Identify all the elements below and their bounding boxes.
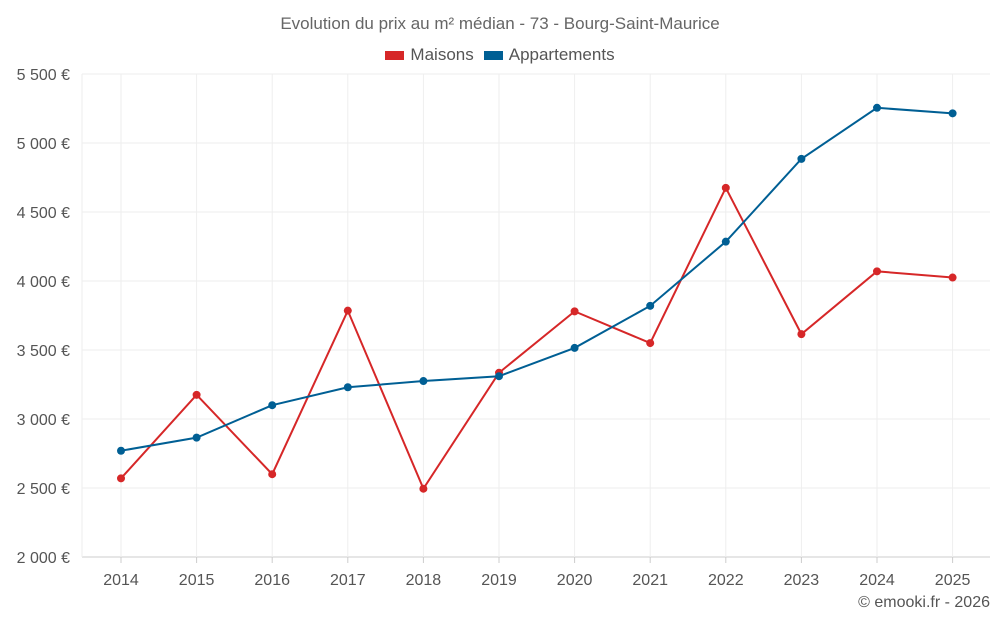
series-line-maisons: [120, 185, 953, 491]
x-tick-label: 2018: [406, 572, 442, 589]
x-tick-label: 2024: [859, 572, 895, 589]
data-point-appartements: [873, 103, 881, 112]
x-tick-label: 2021: [632, 572, 668, 589]
data-point-maisons: [117, 474, 125, 483]
data-point-maisons: [646, 339, 655, 348]
x-tick-label: 2014: [103, 572, 139, 589]
legend-swatch-appartements: [483, 50, 503, 60]
y-tick-label: 5 500 €: [17, 67, 70, 84]
gridlines: [81, 73, 990, 558]
data-point-maisons: [419, 484, 428, 493]
axes: 2 000 € 2 500 € 3 000 € 3 500 € 4 000 € 4 500…: [17, 67, 971, 589]
x-tick-label: 2017: [330, 572, 366, 589]
data-point-appartements: [268, 401, 277, 410]
data-point-appartements: [117, 446, 125, 455]
data-point-maisons: [570, 307, 579, 316]
data-point-maisons: [948, 273, 957, 282]
x-tick-label: 2016: [254, 572, 290, 589]
data-point-maisons: [873, 267, 881, 276]
y-tick-label: 4 000 €: [17, 274, 70, 291]
copyright-footer: © emooki.fr - 2026: [858, 594, 990, 611]
x-tick-label: 2015: [179, 572, 215, 589]
x-tick-label: 2025: [935, 572, 971, 589]
data-point-appartements: [721, 237, 730, 246]
y-tick-label: 3 500 €: [17, 343, 70, 360]
y-tick-label: 5 000 €: [17, 136, 70, 153]
x-tick-label: 2023: [784, 572, 820, 589]
data-point-appartements: [948, 109, 957, 118]
x-tick-label: 2020: [557, 572, 593, 589]
y-tick-label: 3 000 €: [17, 412, 70, 429]
data-point-appartements: [192, 433, 201, 442]
chart-title: Evolution du prix au m² médian - 73 - Bo…: [280, 14, 720, 33]
y-tick-label: 2 500 €: [17, 481, 70, 498]
data-point-appartements: [495, 372, 503, 381]
data-point-appartements: [646, 301, 655, 310]
data-point-maisons: [343, 306, 352, 315]
legend-item-appartements[interactable]: Appartements: [483, 45, 615, 65]
data-point-appartements: [570, 343, 579, 352]
y-tick-label: 2 000 €: [17, 550, 70, 567]
legend: Maisons Appartements: [0, 45, 1000, 65]
data-point-appartements: [343, 383, 352, 392]
legend-swatch-maisons: [385, 50, 405, 60]
data-point-maisons: [268, 470, 277, 479]
legend-label-maisons: Maisons: [410, 45, 474, 64]
data-point-maisons: [797, 330, 806, 339]
series-line-appartements: [120, 106, 953, 452]
data-point-appartements: [419, 377, 428, 386]
legend-label-appartements: Appartements: [508, 45, 615, 64]
x-tick-label: 2019: [481, 572, 517, 589]
legend-item-maisons[interactable]: Maisons: [385, 45, 474, 65]
y-tick-label: 4 500 €: [17, 205, 70, 222]
data-point-maisons: [721, 183, 730, 192]
data-point-appartements: [797, 154, 806, 163]
data-point-maisons: [192, 390, 201, 399]
series-layer: [117, 103, 957, 493]
x-tick-label: 2022: [708, 572, 744, 589]
